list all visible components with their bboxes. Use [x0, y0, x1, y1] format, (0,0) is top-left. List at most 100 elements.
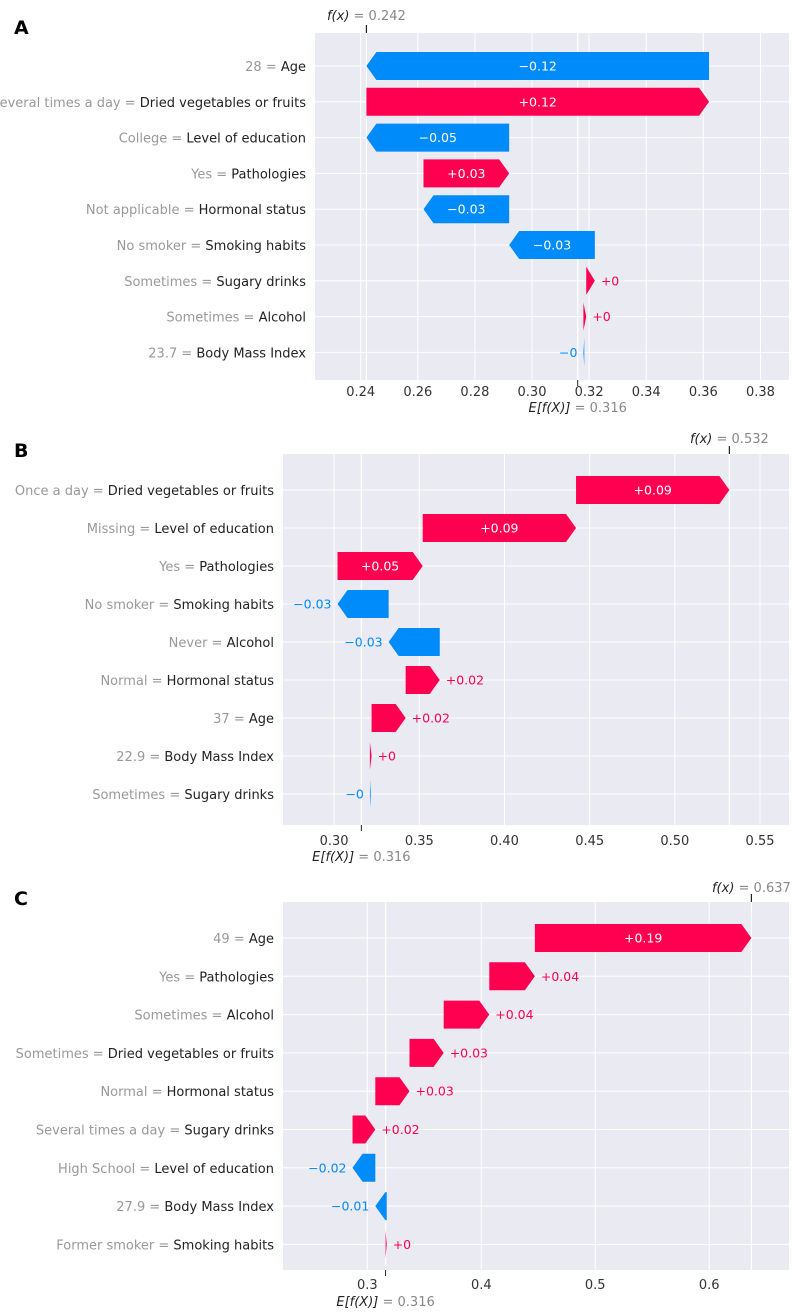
feature-label: Sometimes = Dried vegetables or fruits [16, 1047, 275, 1062]
positive-shap-bar [534, 924, 752, 952]
shap-value-label: +0.02 [381, 1122, 419, 1137]
feature-label: Several times a day = Dried vegetables o… [0, 96, 306, 111]
feature-value: Yes = [158, 560, 199, 575]
shap-value-label: −0.02 [308, 1160, 346, 1175]
negative-shap-bar [337, 590, 389, 618]
waterfall-panel-b: B 0.30 0.35 0.40 0.45 0.50 0.55 f(x) = 0.532 E[f… [14, 432, 789, 865]
positive-shap-bar [405, 666, 440, 694]
positive-shap-bar [366, 87, 710, 116]
feature-value: 23.7 = [148, 346, 196, 361]
feature-name: Dried vegetables or fruits [108, 1047, 274, 1062]
shap-value-label: +0 [592, 309, 610, 324]
panel-letter: C [14, 888, 28, 910]
shap-value-label: +0.09 [480, 521, 518, 536]
feature-label: Not applicable = Hormonal status [86, 203, 306, 218]
negative-shap-bar [352, 1153, 376, 1182]
feature-label: Normal = Hormonal status [100, 1085, 274, 1100]
shap-value-label: −0.12 [519, 59, 557, 74]
feature-label: 22.9 = Body Mass Index [116, 750, 274, 765]
feature-label: Normal = Hormonal status [100, 674, 274, 689]
shap-value-label: −0.01 [331, 1199, 369, 1214]
feature-name: Sugary drinks [184, 1124, 274, 1139]
feature-value: Sometimes = [124, 275, 216, 290]
feature-label: Once a day = Dried vegetables or fruits [15, 484, 274, 499]
feature-name: Alcohol [227, 1009, 274, 1024]
feature-name: Body Mass Index [164, 1200, 274, 1215]
x-tick-label: 0.28 [460, 385, 489, 400]
positive-shap-bar [371, 704, 406, 732]
x-tick-label: 0.50 [660, 834, 689, 849]
feature-label: Several times a day = Sugary drinks [36, 1124, 274, 1139]
feature-label: 28 = Age [245, 60, 306, 75]
feature-name: Dried vegetables or fruits [140, 96, 306, 111]
shap-value-label: +0.05 [361, 559, 399, 574]
negative-shap-bar [423, 195, 510, 224]
feature-value: Former smoker = [56, 1238, 173, 1253]
shap-value-label: +0.12 [519, 94, 557, 109]
feature-value: Sometimes = [92, 788, 184, 803]
negative-shap-bar [375, 1192, 387, 1221]
feature-value: Several times a day = [0, 96, 140, 111]
x-tick-label: 0.45 [575, 834, 604, 849]
feature-label: Yes = Pathologies [190, 167, 306, 182]
feature-name: Hormonal status [167, 1085, 275, 1100]
shap-value-label: +0 [393, 1237, 411, 1252]
feature-name: Hormonal status [167, 674, 275, 689]
feature-name: Smoking habits [173, 598, 274, 613]
shap-value-label: +0.02 [446, 673, 484, 688]
shap-value-label: −0.03 [533, 238, 571, 253]
feature-value: Sometimes = [16, 1047, 108, 1062]
feature-label: Never = Alcohol [169, 636, 274, 651]
positive-shap-bar [375, 1077, 410, 1106]
negative-shap-bar [366, 52, 710, 80]
positive-shap-bar [369, 742, 372, 770]
feature-value: No smoker = [85, 598, 174, 613]
positive-shap-bar [352, 1115, 376, 1144]
x-tick-label: 0.38 [746, 385, 775, 400]
positive-shap-bar [423, 159, 510, 188]
feature-name: Age [249, 712, 274, 727]
shap-value-label: −0 [559, 345, 577, 360]
base-value-label: E[f(X)] = 0.316 [312, 850, 410, 865]
feature-name: Level of education [154, 522, 274, 537]
x-tick-label: 0.40 [490, 834, 519, 849]
x-tick-label: 0.5 [585, 1278, 606, 1293]
x-tick-label: 0.35 [405, 834, 434, 849]
base-value-label: E[f(X)] = 0.316 [336, 1295, 434, 1310]
shap-value-label: −0.03 [293, 597, 331, 612]
feature-label: No smoker = Smoking habits [85, 598, 275, 613]
feature-value: No smoker = [117, 239, 206, 254]
x-tick-label: 0.32 [575, 385, 604, 400]
feature-label: 49 = Age [213, 932, 274, 947]
feature-value: High School = [58, 1162, 154, 1177]
output-value-label: f(x) = 0.637 [712, 881, 791, 896]
feature-value: Sometimes = [134, 1009, 226, 1024]
feature-label: Sometimes = Alcohol [134, 1009, 274, 1024]
positive-shap-bar [576, 476, 730, 504]
feature-label: 27.9 = Body Mass Index [116, 1200, 274, 1215]
positive-shap-bar [586, 266, 595, 295]
feature-label: Sometimes = Sugary drinks [124, 275, 306, 290]
x-tick-label: 0.30 [320, 834, 349, 849]
feature-name: Pathologies [199, 560, 274, 575]
feature-name: Body Mass Index [196, 346, 306, 361]
negative-shap-bar [388, 628, 440, 656]
feature-name: Level of education [186, 132, 306, 147]
feature-value: Once a day = [15, 484, 108, 499]
shap-value-label: +0.02 [412, 711, 450, 726]
shap-value-label: −0.03 [447, 202, 485, 217]
feature-label: No smoker = Smoking habits [117, 239, 307, 254]
plot-background [283, 902, 789, 1270]
x-tick-label: 0.6 [699, 1278, 720, 1293]
feature-value: Not applicable = [86, 203, 199, 218]
x-tick-label: 0.26 [403, 385, 432, 400]
x-tick-label: 0.55 [746, 834, 775, 849]
panel-letter: B [14, 440, 28, 462]
shap-value-label: +0.04 [541, 969, 579, 984]
feature-label: Sometimes = Sugary drinks [92, 788, 274, 803]
feature-label: High School = Level of education [58, 1162, 274, 1177]
feature-value: Normal = [100, 674, 166, 689]
feature-name: Alcohol [227, 636, 274, 651]
plot-background [315, 33, 789, 380]
